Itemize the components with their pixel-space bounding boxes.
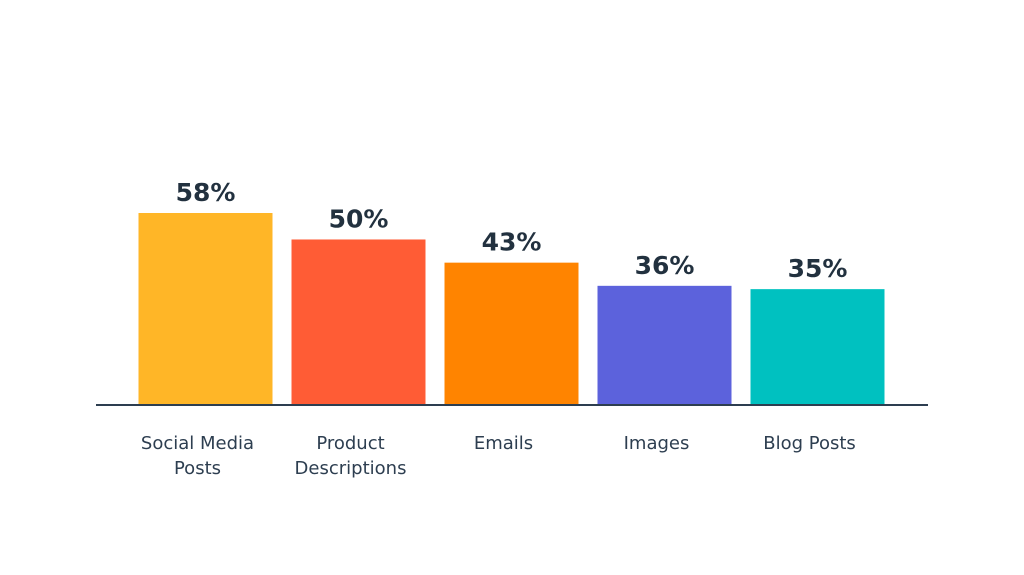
bar-3 — [597, 285, 732, 405]
value-label-0: 58% — [176, 178, 236, 207]
bar-4 — [750, 289, 885, 405]
value-label-3: 36% — [635, 251, 695, 280]
bar-0 — [138, 213, 273, 405]
bar-1 — [291, 239, 426, 405]
bars-group — [138, 213, 885, 405]
category-label-3-line-0: Images — [624, 433, 690, 454]
category-labels-group: Social Media Posts Product Descriptions Emai… — [141, 433, 856, 479]
value-label-1: 50% — [329, 204, 389, 233]
value-label-2: 43% — [482, 228, 542, 257]
value-labels-group: 58% 50% 43% 36% 35% — [176, 178, 848, 283]
category-label-0-line-1: Posts — [174, 458, 221, 479]
category-label-4-line-0: Blog Posts — [763, 433, 856, 454]
category-label-1-line-1: Descriptions — [295, 458, 407, 479]
category-label-2-line-0: Emails — [474, 433, 533, 454]
category-label-1-line-0: Product — [316, 433, 384, 454]
category-label-0-line-0: Social Media — [141, 433, 254, 454]
bar-2 — [444, 262, 579, 405]
value-label-4: 35% — [788, 254, 848, 283]
